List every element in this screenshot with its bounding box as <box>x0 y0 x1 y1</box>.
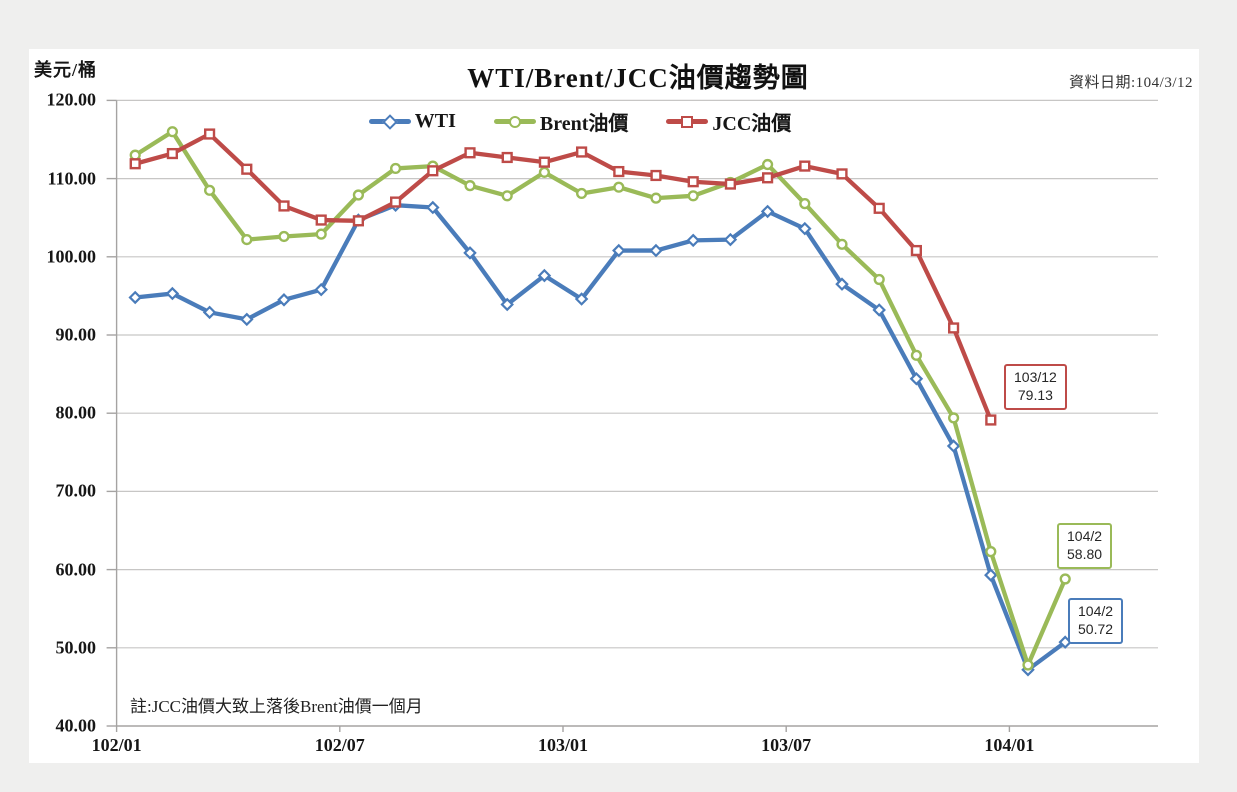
callout-date: 104/2 <box>1067 528 1103 544</box>
y-axis-tick-label: 110.00 <box>47 168 96 189</box>
x-axis-tick-label: 103/01 <box>537 735 588 755</box>
legend-item-wti: WTI <box>368 110 456 133</box>
jcc-line-sample-icon <box>666 115 709 128</box>
callout-value: 58.80 <box>1067 546 1103 563</box>
legend-item-jcc: JCC油價 <box>666 107 791 136</box>
callout-date: 103/12 <box>1014 369 1057 385</box>
y-axis-tick-label: 50.00 <box>55 637 97 658</box>
y-axis-tick-label: 80.00 <box>55 402 97 423</box>
y-axis-tick-label: 60.00 <box>55 559 97 580</box>
callout-date: 104/2 <box>1078 603 1114 619</box>
y-axis-tick-label: 120.00 <box>46 89 97 110</box>
callout-jcc: 103/12 79.13 <box>1004 364 1067 410</box>
brent-line-sample-icon <box>493 115 536 128</box>
x-axis-tick-label: 104/01 <box>984 735 1035 755</box>
legend-label-wti: WTI <box>414 110 456 132</box>
y-axis-tick-label: 40.00 <box>55 715 97 736</box>
x-axis-tick-label: 103/07 <box>761 735 812 755</box>
y-axis-tick-label: 70.00 <box>55 480 97 501</box>
callout-value: 50.72 <box>1078 621 1114 638</box>
y-axis-tick-label: 100.00 <box>46 246 97 267</box>
x-axis-tick-label: 102/07 <box>314 735 365 755</box>
legend-item-brent: Brent油價 <box>493 107 629 136</box>
callout-wti: 104/2 50.72 <box>1068 598 1124 644</box>
note-label: 註:JCC油價大致上落後Brent油價一個月 <box>130 697 423 716</box>
wti-line-sample-icon <box>368 113 411 130</box>
legend: WTI Brent油價 JCC油價 <box>0 107 1160 136</box>
callout-brent: 104/2 58.80 <box>1057 523 1113 569</box>
data-date-label: 資料日期:104/3/12 <box>1068 75 1193 91</box>
chart-title: WTI/Brent/JCC油價趨勢圖 <box>467 63 809 93</box>
callout-value: 79.13 <box>1017 387 1053 404</box>
y-axis-unit-label: 美元/桶 <box>34 60 98 80</box>
x-axis-tick-label: 102/01 <box>91 735 142 755</box>
y-axis-tick-label: 90.00 <box>55 324 97 345</box>
legend-label-brent: Brent油價 <box>539 113 629 135</box>
legend-label-jcc: JCC油價 <box>712 113 792 135</box>
